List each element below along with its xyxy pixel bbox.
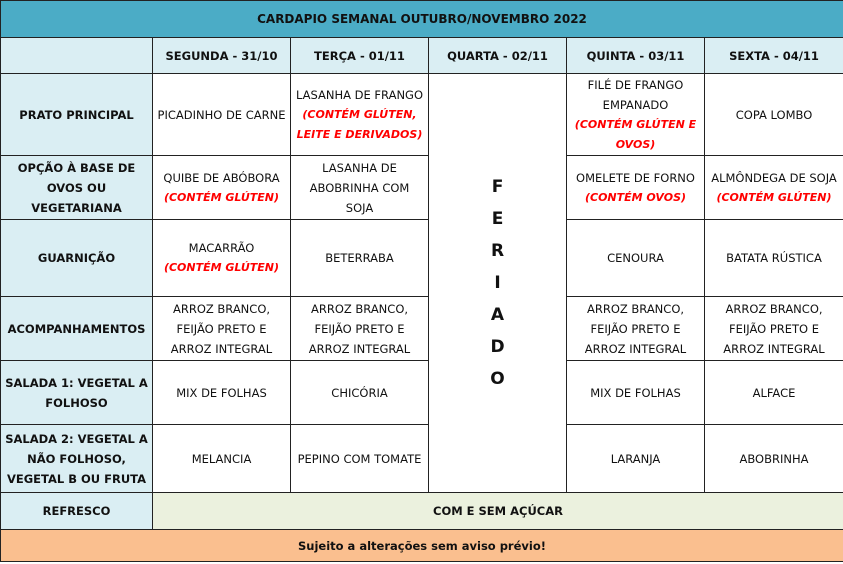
dish-name: OMELETE DE FORNO (576, 170, 695, 185)
day-header: SEXTA - 04/11 (704, 37, 843, 74)
dish-name: ARROZ BRANCO, FEIJÃO PRETO E ARROZ INTEG… (170, 301, 273, 356)
menu-cell: BETERRABA (290, 219, 429, 297)
dish-name: ARROZ BRANCO, FEIJÃO PRETO E ARROZ INTEG… (723, 301, 825, 356)
allergen-note: (CONTÉM GLÚTEN) (163, 190, 280, 204)
menu-cell: ARROZ BRANCO, FEIJÃO PRETO E ARROZ INTEG… (152, 296, 291, 361)
menu-cell: ALMÔNDEGA DE SOJA (CONTÉM GLÚTEN) (704, 155, 843, 220)
dish-name: MACARRÃO (188, 241, 255, 255)
menu-cell: MELANCIA (152, 424, 291, 493)
row-label: ACOMPANHAMENTOS (0, 296, 153, 361)
dish-name: MIX DE FOLHAS (176, 385, 267, 400)
menu-cell: BATATA RÚSTICA (704, 219, 843, 297)
dish-name: ALFACE (752, 385, 796, 400)
row-label: REFRESCO (0, 492, 153, 530)
menu-cell: ARROZ BRANCO, FEIJÃO PRETO E ARROZ INTEG… (704, 296, 843, 361)
menu-cell: QUIBE DE ABÓBORA (CONTÉM GLÚTEN) (152, 155, 291, 220)
holiday-letter: A (490, 305, 505, 325)
menu-cell: ABOBRINHA (704, 424, 843, 493)
dish-name: QUIBE DE ABÓBORA (163, 170, 280, 185)
dish-name: CENOURA (607, 251, 664, 265)
menu-cell: LASANHA DE ABOBRINHA COM SOJA (290, 155, 429, 220)
holiday-letter: R (490, 241, 505, 261)
menu-cell: FILÉ DE FRANGO EMPANADO (CONTÉM GLÚTEN E … (566, 73, 705, 156)
menu-cell: MIX DE FOLHAS (566, 360, 705, 425)
day-header-row: SEGUNDA - 31/10 TERÇA - 01/11 QUARTA - 0… (0, 37, 843, 74)
row-label: SALADA 1: VEGETAL A FOLHOSO (0, 360, 153, 425)
row-label: GUARNIÇÃO (0, 219, 153, 297)
day-header: TERÇA - 01/11 (290, 37, 429, 74)
menu-row: GUARNIÇÃO MACARRÃO (CONTÉM GLÚTEN) BETERRAB… (0, 219, 843, 297)
refresco-row: REFRESCO COM E SEM AÇÚCAR (0, 492, 843, 530)
allergen-note: (CONTÉM OVOS) (584, 190, 687, 204)
holiday-letter: D (490, 337, 505, 357)
dish-name: ARROZ BRANCO, FEIJÃO PRETO E ARROZ INTEG… (584, 301, 687, 356)
menu-cell: CENOURA (566, 219, 705, 297)
menu-title: CARDAPIO SEMANAL OUTUBRO/NOVEMBRO 2022 (0, 0, 843, 38)
row-label: PRATO PRINCIPAL (0, 73, 153, 156)
dish-name: ALMÔNDEGA DE SOJA (711, 170, 837, 185)
menu-cell: PICADINHO DE CARNE (152, 73, 291, 156)
dish-name: ABOBRINHA (739, 451, 809, 466)
allergen-note: (CONTÉM GLÚTEN E OVOS) (574, 117, 697, 151)
day-header: QUINTA - 03/11 (566, 37, 705, 74)
dish-name: ARROZ BRANCO, FEIJÃO PRETO E ARROZ INTEG… (308, 301, 411, 356)
menu-cell: COPA LOMBO (704, 73, 843, 156)
holiday-letter: E (491, 209, 504, 229)
menu-row: SALADA 1: VEGETAL A FOLHOSO MIX DE FOLHAS… (0, 360, 843, 425)
menu-row: SALADA 2: VEGETAL A NÃO FOLHOSO, VEGETAL… (0, 424, 843, 493)
day-header: SEGUNDA - 31/10 (152, 37, 291, 74)
menu-cell: OMELETE DE FORNO (CONTÉM OVOS) (566, 155, 705, 220)
refresco-value: COM E SEM AÇÚCAR (152, 492, 843, 530)
dish-name: FILÉ DE FRANGO EMPANADO (587, 77, 684, 112)
menu-cell: ARROZ BRANCO, FEIJÃO PRETO E ARROZ INTEG… (566, 296, 705, 361)
holiday-letter: I (494, 273, 501, 293)
dish-name: BATATA RÚSTICA (726, 251, 822, 265)
dish-name: LASANHA DE ABOBRINHA COM SOJA (309, 160, 410, 215)
menu-cell: PEPINO COM TOMATE (290, 424, 429, 493)
holiday-letter: F (491, 177, 504, 197)
menu-row: ACOMPANHAMENTOS ARROZ BRANCO, FEIJÃO PRET… (0, 296, 843, 361)
dish-name: PEPINO COM TOMATE (297, 451, 422, 466)
menu-cell: MIX DE FOLHAS (152, 360, 291, 425)
menu-cell: MACARRÃO (CONTÉM GLÚTEN) (152, 219, 291, 297)
dish-name: MIX DE FOLHAS (590, 385, 681, 400)
day-header: QUARTA - 02/11 (428, 37, 567, 74)
menu-cell: LASANHA DE FRANGO (CONTÉM GLÚTEN, LEITE E… (290, 73, 429, 156)
dish-name: MELANCIA (191, 451, 252, 466)
corner-cell (0, 37, 153, 74)
allergen-note: (CONTÉM GLÚTEN) (163, 261, 280, 274)
dish-name: LASANHA DE FRANGO (295, 87, 424, 102)
menu-row: OPÇÃO À BASE DE OVOS OU VEGETARIANA QUIBE… (0, 155, 843, 220)
allergen-note: (CONTÉM GLÚTEN) (716, 190, 832, 204)
dish-name: PICADINHO DE CARNE (157, 107, 286, 122)
holiday-letter: O (490, 369, 505, 389)
menu-cell: ARROZ BRANCO, FEIJÃO PRETO E ARROZ INTEG… (290, 296, 429, 361)
row-label: OPÇÃO À BASE DE OVOS OU VEGETARIANA (0, 155, 153, 220)
dish-name: COPA LOMBO (735, 107, 813, 122)
menu-cell: LARANJA (566, 424, 705, 493)
row-label: SALADA 2: VEGETAL A NÃO FOLHOSO, VEGETAL… (0, 424, 153, 493)
allergen-note: (CONTÉM GLÚTEN, LEITE E DERIVADOS) (296, 107, 423, 141)
menu-row: PRATO PRINCIPAL PICADINHO DE CARNE LASANHA… (0, 73, 843, 493)
menu-cell: ALFACE (704, 360, 843, 425)
dish-name: BETERRABA (325, 251, 394, 265)
dish-name: CHICÓRIA (331, 385, 388, 400)
menu-cell: CHICÓRIA (290, 360, 429, 425)
dish-name: LARANJA (610, 451, 661, 466)
disclaimer: Sujeito a alterações sem aviso prévio! (0, 529, 843, 562)
